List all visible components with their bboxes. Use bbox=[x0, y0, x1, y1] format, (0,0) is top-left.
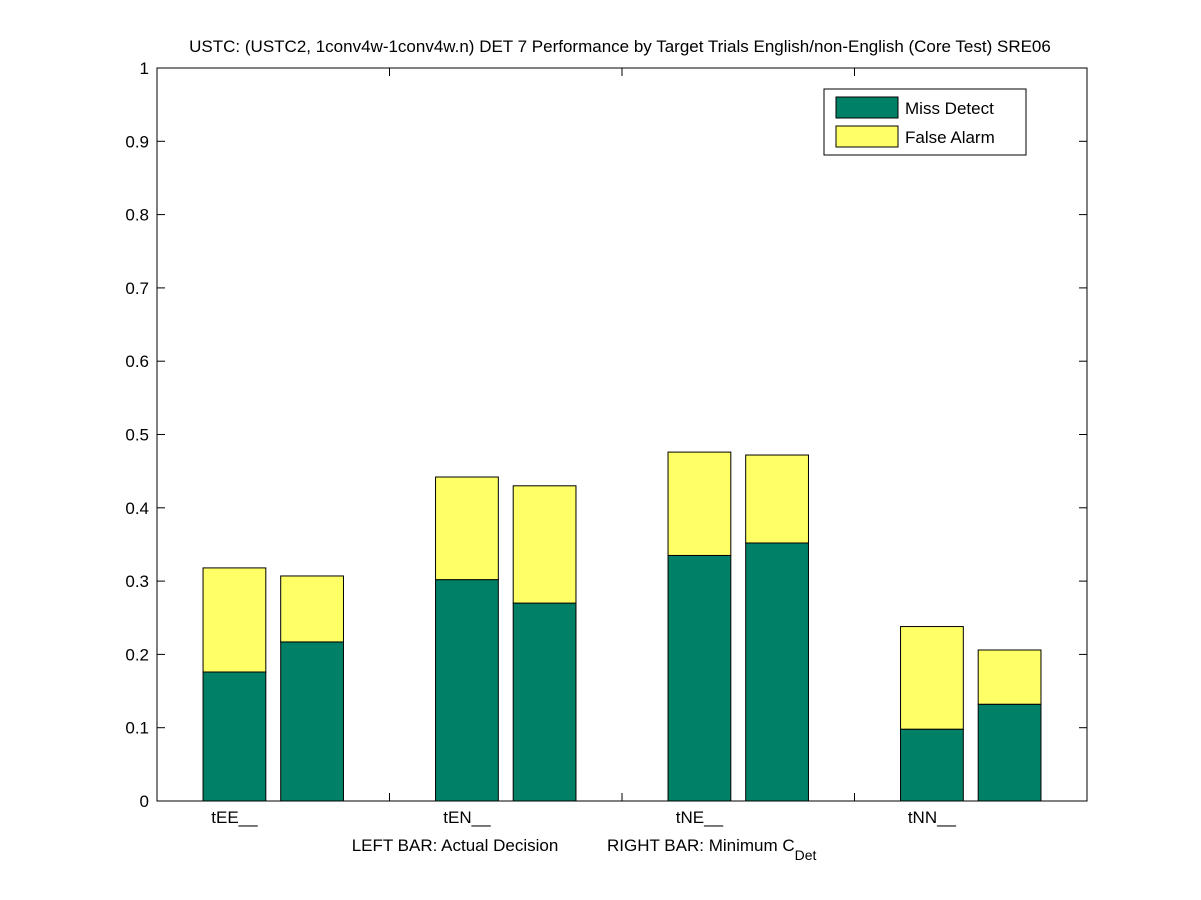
bars-layer bbox=[202, 451, 1042, 802]
bar-tnn-left-miss-detect bbox=[900, 728, 964, 802]
y-tick-label-0: 0 bbox=[140, 792, 149, 811]
y-tick-label-1: 1 bbox=[140, 59, 149, 78]
bar-ten-left-miss-detect bbox=[435, 579, 499, 802]
legend-swatch-false-alarm bbox=[835, 125, 899, 148]
bar-tne-right-false-alarm bbox=[745, 454, 809, 544]
x-label-right-main: RIGHT BAR: Minimum C bbox=[607, 836, 795, 855]
legend-label-miss-detect: Miss Detect bbox=[905, 99, 994, 118]
x-tick-label-ten: tEN__ bbox=[443, 808, 491, 827]
legend-swatch-miss-detect bbox=[835, 96, 899, 119]
y-axis: 0 0.1 0.2 0.3 0.4 0.5 0.6 0.7 0.8 0.9 1 bbox=[125, 59, 1087, 811]
bar-tnn-right-miss-detect bbox=[977, 703, 1042, 802]
y-tick-label-0-6: 0.6 bbox=[125, 352, 149, 371]
y-tick-label-0-7: 0.7 bbox=[125, 279, 149, 298]
bar-tee-left-miss-detect bbox=[202, 671, 267, 802]
x-tick-label-tne: tNE__ bbox=[676, 808, 724, 827]
x-label-right-bar: RIGHT BAR: Minimum CDet bbox=[607, 836, 817, 863]
y-tick-label-0-8: 0.8 bbox=[125, 206, 149, 225]
bar-tee-left-false-alarm bbox=[202, 567, 267, 673]
x-label-left-bar: LEFT BAR: Actual Decision bbox=[352, 836, 559, 855]
chart-title: USTC: (USTC2, 1conv4w-1conv4w.n) DET 7 P… bbox=[189, 37, 1051, 56]
bar-tne-left-miss-detect bbox=[667, 554, 732, 802]
bar-ten-right-miss-detect bbox=[512, 602, 577, 802]
y-tick-label-0-2: 0.2 bbox=[125, 645, 149, 664]
y-tick-label-0-5: 0.5 bbox=[125, 426, 149, 445]
y-tick-label-0-4: 0.4 bbox=[125, 499, 149, 518]
x-axis: tEE__ tEN__ tNE__ tNN__ bbox=[211, 68, 957, 827]
bar-tnn-right-false-alarm bbox=[977, 649, 1042, 705]
legend-label-false-alarm: False Alarm bbox=[905, 128, 995, 147]
bar-tee-right-false-alarm bbox=[280, 575, 344, 643]
bar-tne-right-miss-detect bbox=[745, 542, 809, 802]
y-tick-label-0-3: 0.3 bbox=[125, 572, 149, 591]
x-label-right-subscript: Det bbox=[795, 847, 817, 863]
x-tick-label-tee: tEE__ bbox=[211, 808, 258, 827]
bar-ten-right-false-alarm bbox=[512, 485, 577, 604]
bar-ten-left-false-alarm bbox=[435, 476, 499, 581]
bar-tne-left-false-alarm bbox=[667, 451, 732, 556]
bar-tee-right-miss-detect bbox=[280, 641, 344, 802]
bar-tnn-left-false-alarm bbox=[900, 626, 964, 730]
x-tick-label-tnn: tNN__ bbox=[908, 808, 957, 827]
legend: Miss Detect False Alarm bbox=[823, 88, 1027, 156]
y-tick-label-0-1: 0.1 bbox=[125, 719, 149, 738]
y-tick-label-0-9: 0.9 bbox=[125, 132, 149, 151]
